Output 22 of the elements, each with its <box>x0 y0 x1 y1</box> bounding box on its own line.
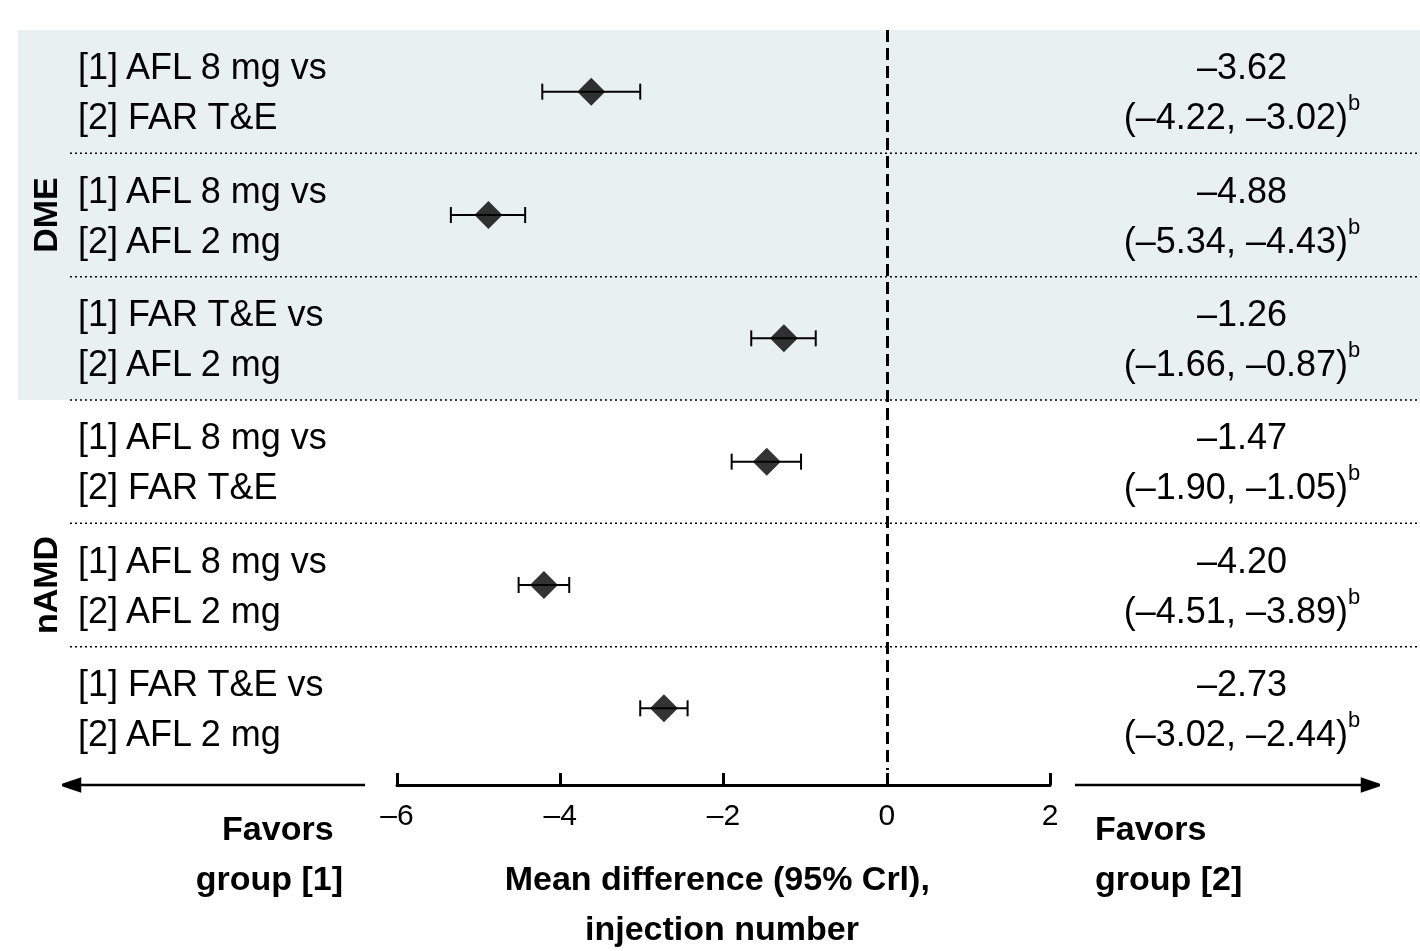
y-tick-label: [1] AFL 8 mg vs [2] FAR T&E <box>78 46 327 138</box>
y-tick-label: [1] AFL 8 mg vs [2] AFL 2 mg <box>78 539 327 631</box>
y-tick-label: [1] FAR T&E vs [2] AFL 2 mg <box>78 292 324 384</box>
point <box>769 324 798 353</box>
point <box>474 201 503 229</box>
y-tick-label: [1] AFL 8 mg vs [2] AFL 2 mg <box>78 169 327 261</box>
x-tick-label: –6 <box>380 797 414 831</box>
text: Favors group [2] <box>1095 809 1243 897</box>
x-axis-title: Mean difference (95% Crl), injection number <box>504 859 940 947</box>
x-tick-label: –2 <box>706 797 741 831</box>
point <box>577 77 606 106</box>
text: Favors group [1] <box>195 809 343 897</box>
text: nAMD <box>26 535 64 635</box>
x-tick-label: –4 <box>543 797 577 831</box>
x-tick-label: 0 <box>878 797 896 831</box>
band-label: DME <box>26 177 64 253</box>
point <box>752 447 781 476</box>
x-tick-label: 2 <box>1041 797 1059 831</box>
point <box>649 694 678 723</box>
y-tick-label: [1] AFL 8 mg vs [2] FAR T&E <box>78 416 327 508</box>
y-tick-label: [1] FAR T&E vs [2] AFL 2 mg <box>78 662 324 754</box>
point <box>529 571 558 599</box>
